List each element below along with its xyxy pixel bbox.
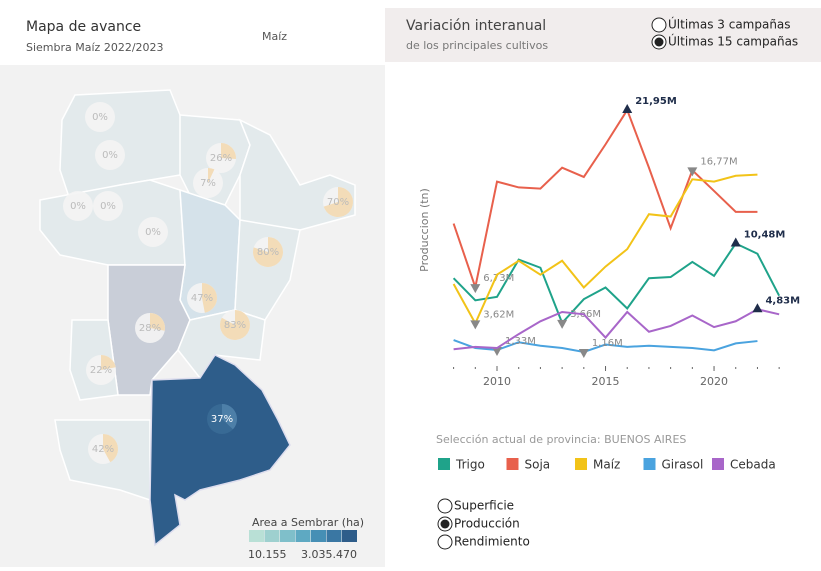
value-marker [470, 284, 481, 294]
map-legend-max: 3.035.470 [301, 548, 357, 561]
province-label: 22% [90, 365, 112, 376]
radio-label[interactable]: Últimas 15 campañas [668, 34, 798, 49]
province-label: 70% [327, 197, 349, 208]
value-label: 3,66M [570, 309, 601, 320]
value-marker [578, 348, 589, 358]
pie-wedge [219, 310, 250, 340]
pie-wedge [101, 355, 116, 370]
province-label: 0% [100, 201, 116, 212]
pie-background [63, 191, 93, 221]
map-subtitle: Siembra Maíz 2022/2023 [26, 41, 164, 54]
series-line [452, 107, 758, 291]
province-label: 42% [92, 444, 114, 455]
province-label: 28% [139, 323, 161, 334]
value-marker [687, 167, 698, 177]
series-line [453, 308, 780, 351]
radio-dot [654, 37, 664, 47]
pie-wedge [208, 168, 215, 183]
map-title: Mapa de avance [26, 19, 141, 35]
value-label: 1,16M [592, 338, 623, 349]
province-label: 0% [102, 150, 118, 161]
x-tick-label: 2020 [700, 375, 728, 388]
chart-header-background [385, 8, 821, 62]
chart-title: Variación interanual [406, 18, 546, 34]
value-marker [622, 104, 633, 114]
province-shape[interactable] [234, 219, 301, 321]
legend-label[interactable]: Cebada [730, 458, 776, 472]
value-marker [470, 320, 481, 330]
pie-wedge [221, 143, 236, 159]
province-shape[interactable] [149, 354, 291, 547]
value-label: 3,62M [483, 309, 514, 320]
series-line [452, 173, 758, 326]
series-line [452, 242, 781, 325]
radio[interactable] [437, 534, 453, 550]
radio[interactable] [651, 17, 667, 33]
value-label: 4,83M [765, 295, 800, 306]
value-label: 10,48M [744, 230, 786, 241]
crop-selector[interactable]: Maíz [262, 30, 287, 43]
pie-wedge [252, 237, 284, 267]
radio-dot [440, 519, 450, 529]
value-label: 21,95M [635, 96, 677, 107]
legend-swatch [342, 530, 357, 542]
pie-background [138, 217, 168, 247]
province-label: 83% [224, 320, 246, 331]
radio-label[interactable]: Producción [454, 517, 520, 531]
pie-wedge [202, 283, 218, 313]
value-marker [492, 347, 503, 357]
pie-wedge [150, 313, 165, 331]
province-label: 80% [257, 247, 279, 258]
value-label: 6,73M [483, 273, 514, 284]
value-marker [752, 303, 763, 313]
legend-swatch[interactable] [643, 458, 656, 470]
selection-note: Selección actual de provincia: BUENOS AI… [436, 433, 686, 446]
province-label: 0% [92, 112, 108, 123]
y-axis-label: Produccion (tn) [418, 188, 431, 272]
province-label: 26% [210, 153, 232, 164]
value-marker [557, 319, 568, 329]
map-legend-title: Area a Sembrar (ha) [252, 516, 364, 529]
radio-label[interactable]: Rendimiento [454, 535, 530, 549]
value-marker [730, 237, 741, 247]
legend-swatch[interactable] [438, 458, 450, 470]
legend-label[interactable]: Girasol [662, 458, 704, 472]
map-legend-min: 10.155 [248, 548, 287, 561]
radio-label[interactable]: Últimas 3 campañas [668, 17, 791, 32]
legend-label[interactable]: Maíz [593, 458, 620, 472]
province-label: 47% [191, 293, 213, 304]
pie-background [85, 102, 115, 132]
series-line [453, 339, 758, 354]
province-label: 37% [211, 414, 233, 425]
pie-wedge [222, 404, 238, 430]
legend-swatch [280, 530, 295, 542]
province-label: 0% [70, 201, 86, 212]
legend-swatch [249, 530, 264, 542]
pie-wedge [323, 187, 354, 218]
legend-swatch [311, 530, 326, 542]
x-tick-label: 2015 [592, 375, 620, 388]
radio-label[interactable]: Superficie [454, 499, 514, 513]
province-label: 0% [145, 227, 161, 238]
x-tick-label: 2010 [483, 375, 511, 388]
legend-swatch[interactable] [575, 458, 587, 470]
legend-swatch[interactable] [712, 458, 724, 470]
pie-background [95, 140, 125, 170]
legend-label[interactable]: Soja [525, 458, 551, 472]
pie-wedge [103, 434, 118, 463]
legend-swatch [264, 530, 280, 542]
chart-subtitle: de los principales cultivos [406, 39, 548, 52]
legend-swatch[interactable] [506, 458, 519, 470]
pie-background [93, 191, 123, 221]
legend-swatch [326, 530, 342, 542]
value-label: 1,33M [505, 336, 536, 347]
legend-label[interactable]: Trigo [455, 458, 485, 472]
province-label: 7% [200, 178, 216, 189]
value-label: 16,77M [700, 156, 737, 167]
radio[interactable] [437, 498, 453, 514]
legend-swatch [295, 530, 311, 542]
